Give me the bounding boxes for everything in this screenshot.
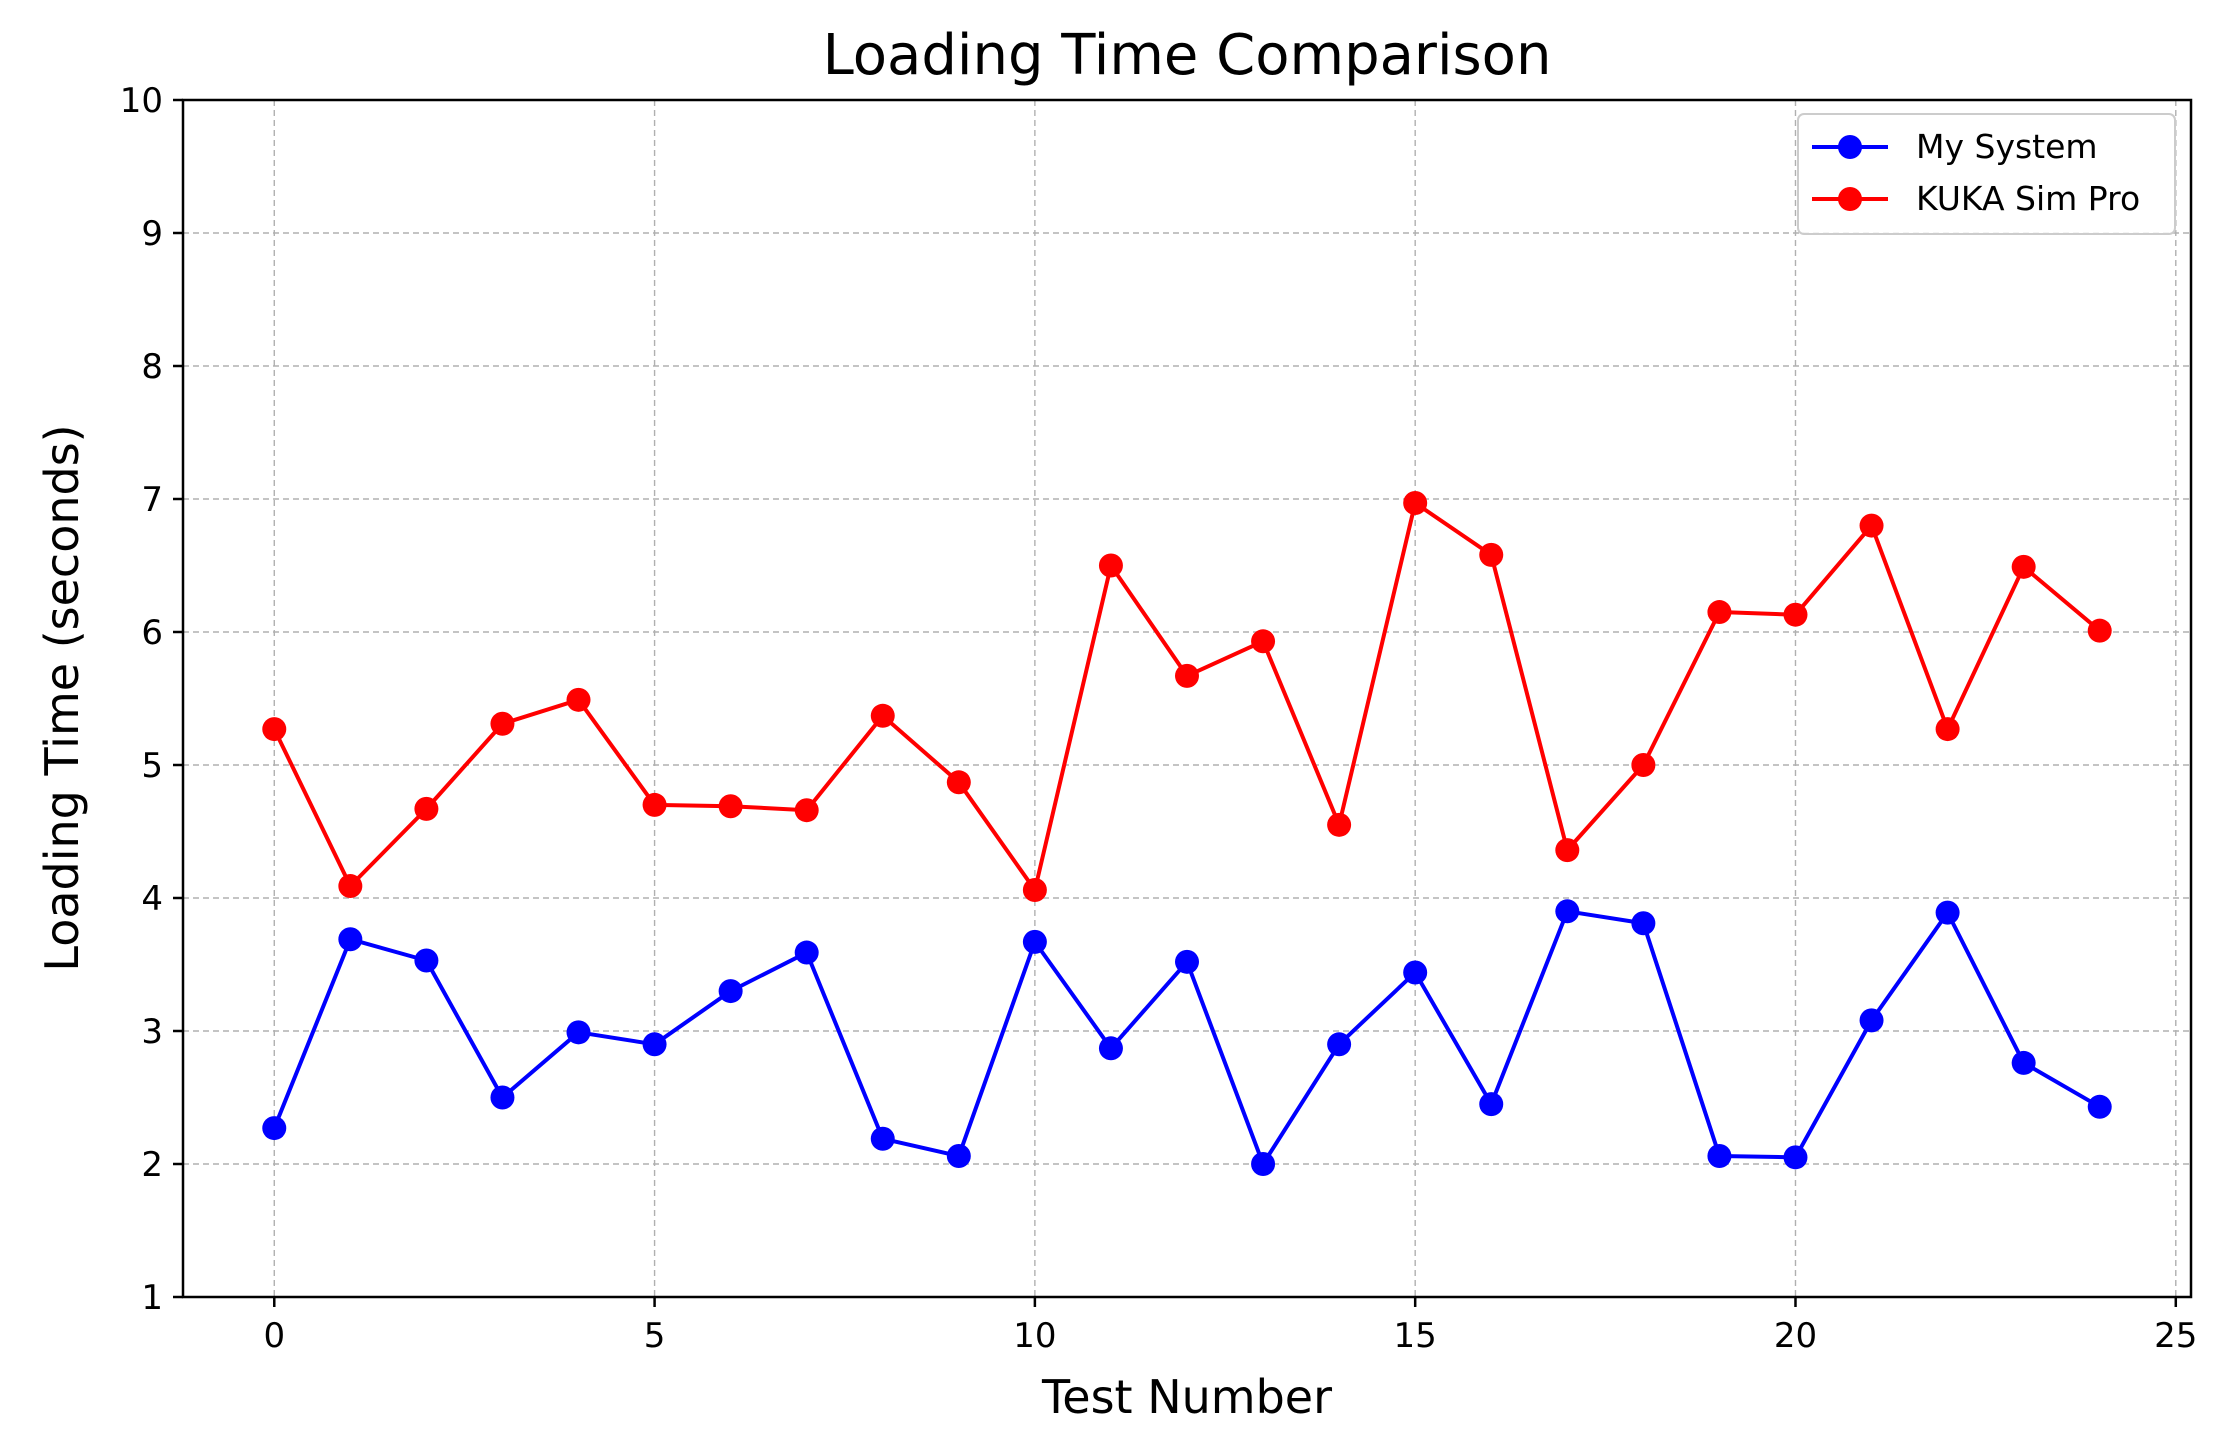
data-point-kuka-sim-pro bbox=[1707, 600, 1732, 625]
x-tick-label: 0 bbox=[263, 1316, 285, 1356]
data-point-kuka-sim-pro bbox=[870, 703, 895, 728]
data-point-my-system bbox=[794, 940, 819, 965]
data-point-kuka-sim-pro bbox=[414, 796, 439, 821]
data-point-kuka-sim-pro bbox=[1631, 753, 1656, 777]
data-point-my-system bbox=[490, 1085, 515, 1110]
data-point-kuka-sim-pro bbox=[1175, 663, 1199, 688]
axis-ticks: 0 5 10 15 20 25 1 2 3 4 5 6 7 8 9 10 bbox=[120, 81, 2198, 1356]
data-point-kuka-sim-pro bbox=[1479, 542, 1504, 567]
legend-label-my-system: My System bbox=[1916, 127, 2098, 166]
data-point-my-system bbox=[566, 1020, 591, 1045]
data-point-kuka-sim-pro bbox=[794, 798, 819, 823]
legend-label-kuka-sim-pro: KUKA Sim Pro bbox=[1916, 179, 2140, 218]
y-tick-label: 1 bbox=[141, 1278, 163, 1318]
data-point-my-system bbox=[2087, 1094, 2112, 1119]
x-tick-label: 15 bbox=[1394, 1316, 1437, 1356]
series-layer bbox=[262, 490, 2112, 1176]
data-point-kuka-sim-pro bbox=[718, 794, 743, 819]
y-tick-label: 8 bbox=[141, 347, 163, 387]
data-point-kuka-sim-pro bbox=[1935, 717, 1960, 742]
data-point-my-system bbox=[946, 1144, 971, 1169]
plot-frame bbox=[181, 98, 2193, 1299]
data-point-my-system bbox=[1707, 1144, 1732, 1169]
x-axis-title: Test Number bbox=[1041, 1370, 1332, 1424]
data-point-kuka-sim-pro bbox=[1859, 513, 1884, 538]
data-point-my-system bbox=[718, 979, 743, 1004]
chart-title: Loading Time Comparison bbox=[823, 23, 1552, 88]
data-point-kuka-sim-pro bbox=[1783, 602, 1808, 627]
data-point-kuka-sim-pro bbox=[262, 717, 287, 742]
data-point-my-system bbox=[870, 1126, 895, 1151]
data-point-my-system bbox=[1479, 1092, 1504, 1117]
data-point-my-system bbox=[1022, 929, 1047, 954]
legend-box bbox=[1797, 113, 2176, 235]
data-point-my-system bbox=[642, 1032, 667, 1057]
data-point-my-system bbox=[1935, 900, 1960, 925]
data-point-kuka-sim-pro bbox=[1403, 490, 1428, 515]
data-point-my-system bbox=[2011, 1050, 2036, 1075]
y-tick-label: 4 bbox=[141, 879, 163, 919]
y-tick-label: 3 bbox=[141, 1012, 163, 1052]
data-point-my-system bbox=[1859, 1008, 1884, 1033]
data-point-kuka-sim-pro bbox=[946, 770, 971, 795]
y-tick-label: 5 bbox=[141, 746, 163, 786]
data-point-my-system bbox=[1783, 1145, 1808, 1170]
data-point-kuka-sim-pro bbox=[2011, 554, 2036, 579]
x-tick-label: 10 bbox=[1013, 1316, 1056, 1356]
x-tick-label: 25 bbox=[2154, 1316, 2197, 1356]
x-tick-label: 5 bbox=[644, 1316, 666, 1356]
data-point-kuka-sim-pro bbox=[1555, 838, 1580, 863]
data-point-my-system bbox=[1175, 949, 1199, 974]
data-point-my-system bbox=[414, 948, 439, 973]
data-point-my-system bbox=[1327, 1032, 1352, 1057]
data-point-kuka-sim-pro bbox=[490, 711, 515, 736]
data-point-kuka-sim-pro bbox=[2087, 618, 2112, 643]
legend: My System KUKA Sim Pro bbox=[1797, 113, 2176, 235]
data-point-my-system bbox=[1631, 911, 1656, 936]
data-point-my-system bbox=[1098, 1036, 1123, 1061]
data-point-my-system bbox=[1251, 1152, 1276, 1176]
data-point-kuka-sim-pro bbox=[338, 874, 363, 899]
data-point-kuka-sim-pro bbox=[642, 792, 667, 817]
data-point-my-system bbox=[1555, 899, 1580, 924]
data-point-my-system bbox=[1403, 960, 1428, 985]
data-point-my-system bbox=[338, 927, 363, 952]
data-point-kuka-sim-pro bbox=[1098, 553, 1123, 578]
data-point-kuka-sim-pro bbox=[1251, 629, 1276, 654]
legend-marker-kuka-sim-pro bbox=[1838, 187, 1862, 211]
y-tick-label: 7 bbox=[141, 480, 163, 520]
y-tick-label: 10 bbox=[120, 81, 163, 121]
data-point-my-system bbox=[262, 1116, 287, 1141]
data-point-kuka-sim-pro bbox=[1327, 812, 1352, 837]
y-tick-label: 9 bbox=[141, 214, 163, 254]
y-tick-label: 2 bbox=[141, 1145, 163, 1185]
y-tick-label: 6 bbox=[141, 613, 163, 653]
x-tick-label: 20 bbox=[1774, 1316, 1817, 1356]
data-point-kuka-sim-pro bbox=[566, 687, 591, 712]
legend-marker-my-system bbox=[1838, 135, 1862, 159]
data-point-kuka-sim-pro bbox=[1022, 878, 1047, 903]
y-axis-title: Loading Time (seconds) bbox=[35, 424, 89, 971]
